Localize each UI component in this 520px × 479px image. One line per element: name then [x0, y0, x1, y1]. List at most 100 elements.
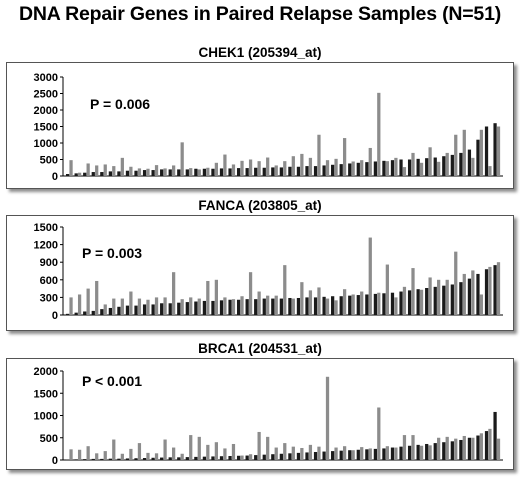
relapse-bar	[360, 160, 364, 176]
relapse-bar	[402, 286, 407, 315]
diagnosis-bar	[108, 171, 112, 176]
diagnosis-bar	[425, 443, 429, 460]
diagnosis-bar	[407, 159, 412, 176]
relapse-bar	[120, 298, 124, 315]
relapse-bar	[180, 142, 184, 176]
relapse-bar	[163, 168, 167, 176]
relapse-bar	[377, 92, 381, 176]
relapse-bar	[283, 161, 287, 176]
relapse-bar	[419, 445, 424, 460]
diagnosis-bar	[236, 299, 241, 315]
diagnosis-bar	[313, 297, 318, 315]
diagnosis-bar	[459, 282, 463, 315]
relapse-bar	[103, 451, 107, 460]
relapse-bar	[112, 298, 116, 315]
relapse-bar	[411, 152, 415, 176]
relapse-bar	[214, 279, 218, 315]
relapse-bar	[95, 453, 99, 460]
relapse-bar	[462, 273, 466, 315]
diagnosis-bar	[305, 166, 309, 176]
diagnosis-bar	[467, 149, 472, 176]
relapse-bar	[266, 295, 270, 315]
diagnosis-bar	[296, 452, 301, 460]
relapse-bar	[240, 455, 244, 460]
relapse-bar	[223, 448, 227, 460]
diagnosis-bar	[74, 173, 78, 176]
relapse-bar	[223, 297, 227, 315]
diagnosis-bar	[117, 458, 121, 460]
diagnosis-bar	[125, 305, 130, 315]
relapse-bar	[351, 450, 355, 460]
diagnosis-bar	[382, 448, 386, 460]
diagnosis-bar	[356, 162, 360, 176]
diagnosis-bar	[484, 126, 489, 176]
diagnosis-bar	[142, 458, 147, 460]
relapse-bar	[180, 299, 184, 315]
relapse-bar	[419, 289, 424, 315]
y-tick-label: 1500	[34, 222, 58, 234]
relapse-bar	[240, 296, 244, 315]
diagnosis-bar	[459, 439, 463, 460]
relapse-bar	[394, 447, 398, 460]
relapse-bar	[120, 157, 124, 176]
diagnosis-bar	[390, 160, 395, 176]
diagnosis-bar	[83, 459, 87, 460]
relapse-bar	[385, 264, 389, 315]
diagnosis-bar	[339, 450, 343, 460]
y-tick-label: 2000	[34, 366, 58, 378]
diagnosis-bar	[442, 156, 446, 176]
relapse-bar	[411, 435, 415, 460]
relapse-bar	[154, 297, 159, 315]
diagnosis-bar	[476, 139, 480, 176]
relapse-bar	[471, 270, 475, 315]
diagnosis-bar	[373, 161, 378, 176]
diagnosis-bar	[416, 289, 420, 315]
diagnosis-bar	[442, 285, 446, 315]
diagnosis-bar	[228, 168, 232, 176]
relapse-bar	[291, 298, 295, 315]
diagnosis-bar	[74, 459, 78, 460]
diagnosis-bar	[108, 307, 112, 315]
diagnosis-bar	[339, 296, 343, 315]
y-tick-label: 600	[40, 275, 58, 287]
relapse-bar	[479, 129, 484, 176]
diagnosis-bar	[91, 172, 95, 176]
diagnosis-bar	[365, 294, 369, 315]
diagnosis-bar	[66, 174, 70, 176]
relapse-bar	[496, 438, 501, 460]
relapse-bar	[189, 297, 193, 315]
relapse-bar	[300, 447, 304, 460]
relapse-bar	[189, 168, 193, 176]
relapse-bar	[428, 147, 432, 176]
relapse-bar	[471, 157, 475, 176]
y-tick-label: 900	[40, 257, 58, 269]
diagnosis-bar	[484, 269, 489, 315]
diagnosis-bar	[407, 445, 412, 460]
diagnosis-bar	[305, 452, 309, 460]
relapse-bar	[206, 444, 210, 460]
relapse-bar	[206, 167, 210, 176]
relapse-bar	[308, 444, 313, 460]
diagnosis-bar	[331, 451, 335, 460]
relapse-bar	[86, 163, 90, 176]
diagnosis-bar	[185, 302, 189, 315]
relapse-bar	[231, 443, 236, 460]
relapse-bar	[454, 134, 458, 176]
relapse-bar	[137, 298, 142, 315]
relapse-bar	[77, 172, 82, 176]
relapse-bar	[137, 443, 142, 460]
diagnosis-bar	[467, 278, 472, 315]
diagnosis-bar	[433, 286, 437, 315]
relapse-bar	[308, 290, 313, 315]
diagnosis-bar	[254, 167, 258, 176]
relapse-bar	[419, 162, 424, 176]
relapse-bar	[240, 160, 244, 176]
relapse-bar	[291, 446, 295, 460]
diagnosis-bar	[288, 453, 292, 460]
diagnosis-bar	[476, 273, 480, 315]
diagnosis-bar	[382, 293, 386, 315]
diagnosis-bar	[160, 303, 164, 315]
y-tick-label: 500	[40, 433, 58, 445]
diagnosis-bar	[134, 305, 138, 315]
diagnosis-bar	[151, 170, 155, 176]
